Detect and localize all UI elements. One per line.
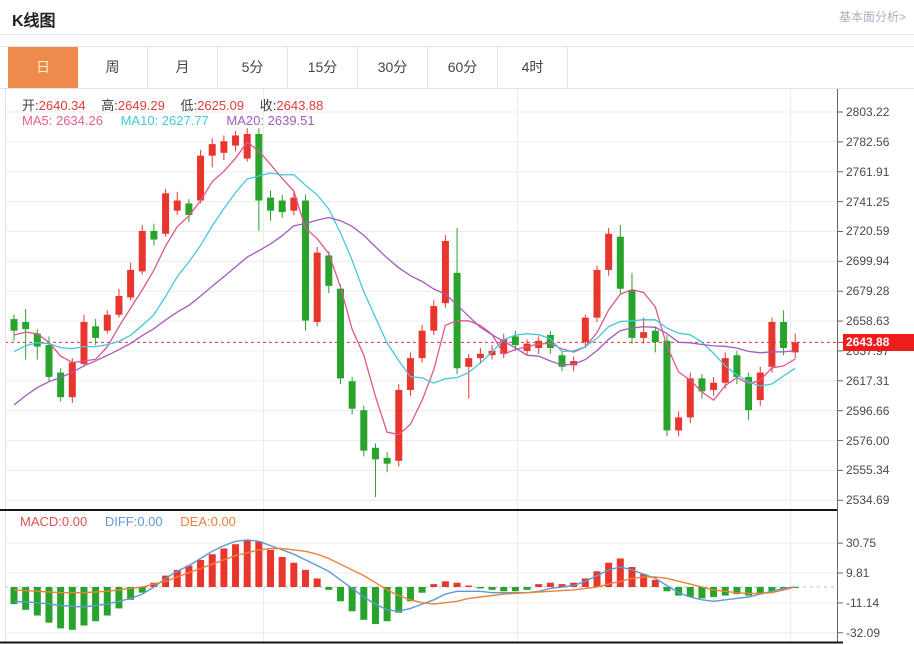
y-axis-label: 2617.31 xyxy=(846,374,890,388)
ma20-readout: MA20: 2639.51 xyxy=(226,113,315,128)
y-axis-label: 2761.91 xyxy=(846,165,890,179)
y-axis-label: 2596.66 xyxy=(846,404,890,418)
y-axis-label: 2679.28 xyxy=(846,284,890,298)
title-bar xyxy=(0,0,914,35)
ohlc-readout: 开:2640.34 高:2649.29 低:2625.09 收:2643.88 xyxy=(22,95,335,114)
y-axis-label: 2555.34 xyxy=(846,463,890,477)
y-axis-label: 9.81 xyxy=(846,566,870,580)
y-axis-label: 2720.59 xyxy=(846,224,890,238)
high-value: 2649.29 xyxy=(117,98,165,113)
tab-month[interactable]: 月 xyxy=(148,47,218,88)
tab-15m[interactable]: 15分 xyxy=(288,47,358,88)
macd-readout: MACD:0.00 DIFF:0.00 DEA:0.00 xyxy=(20,514,236,529)
open-label: 开: xyxy=(22,98,39,113)
current-price-badge: 2643.88 xyxy=(843,334,914,351)
fundamental-analysis-link[interactable]: 基本面分析> xyxy=(838,10,906,24)
y-axis-label: 2658.63 xyxy=(846,314,890,328)
close-value: 2643.88 xyxy=(276,98,324,113)
y-axis-label: 2699.94 xyxy=(846,254,890,268)
tab-week[interactable]: 周 xyxy=(78,47,148,88)
interval-tab-bar: 日周月 5分 15分 30分 60分 4时 xyxy=(8,47,568,88)
close-label: 收: xyxy=(259,98,277,113)
macd-value: MACD:0.00 xyxy=(20,514,88,529)
low-value: 2625.09 xyxy=(197,98,245,113)
ma-readout: MA5: 2634.26 MA10: 2627.77 MA20: 2639.51 xyxy=(22,113,315,128)
y-axis-label: -32.09 xyxy=(846,626,881,640)
y-axis-label: 30.75 xyxy=(846,536,877,550)
dea-value: DEA:0.00 xyxy=(180,514,236,529)
tab-30m[interactable]: 30分 xyxy=(358,47,428,88)
tab-5m[interactable]: 5分 xyxy=(218,47,288,88)
y-axis-label: 2803.22 xyxy=(846,105,890,119)
open-value: 2640.34 xyxy=(38,98,86,113)
y-axis-label: 2741.25 xyxy=(846,195,890,209)
ma5-readout: MA5: 2634.26 xyxy=(22,113,103,128)
y-axis-label: 2576.00 xyxy=(846,434,890,448)
high-label: 高: xyxy=(101,98,118,113)
tab-day[interactable]: 日 xyxy=(8,47,78,88)
page-title: K线图 xyxy=(12,13,56,30)
ma10-readout: MA10: 2627.77 xyxy=(120,113,209,128)
diff-value: DIFF:0.00 xyxy=(104,514,163,529)
tab-60m[interactable]: 60分 xyxy=(428,47,498,88)
y-axis-label: -11.14 xyxy=(846,596,880,610)
y-axis-label: 2782.56 xyxy=(846,135,890,149)
low-label: 低: xyxy=(180,98,198,113)
y-axis-label: 2534.69 xyxy=(846,493,890,507)
tab-4h[interactable]: 4时 xyxy=(498,47,568,88)
